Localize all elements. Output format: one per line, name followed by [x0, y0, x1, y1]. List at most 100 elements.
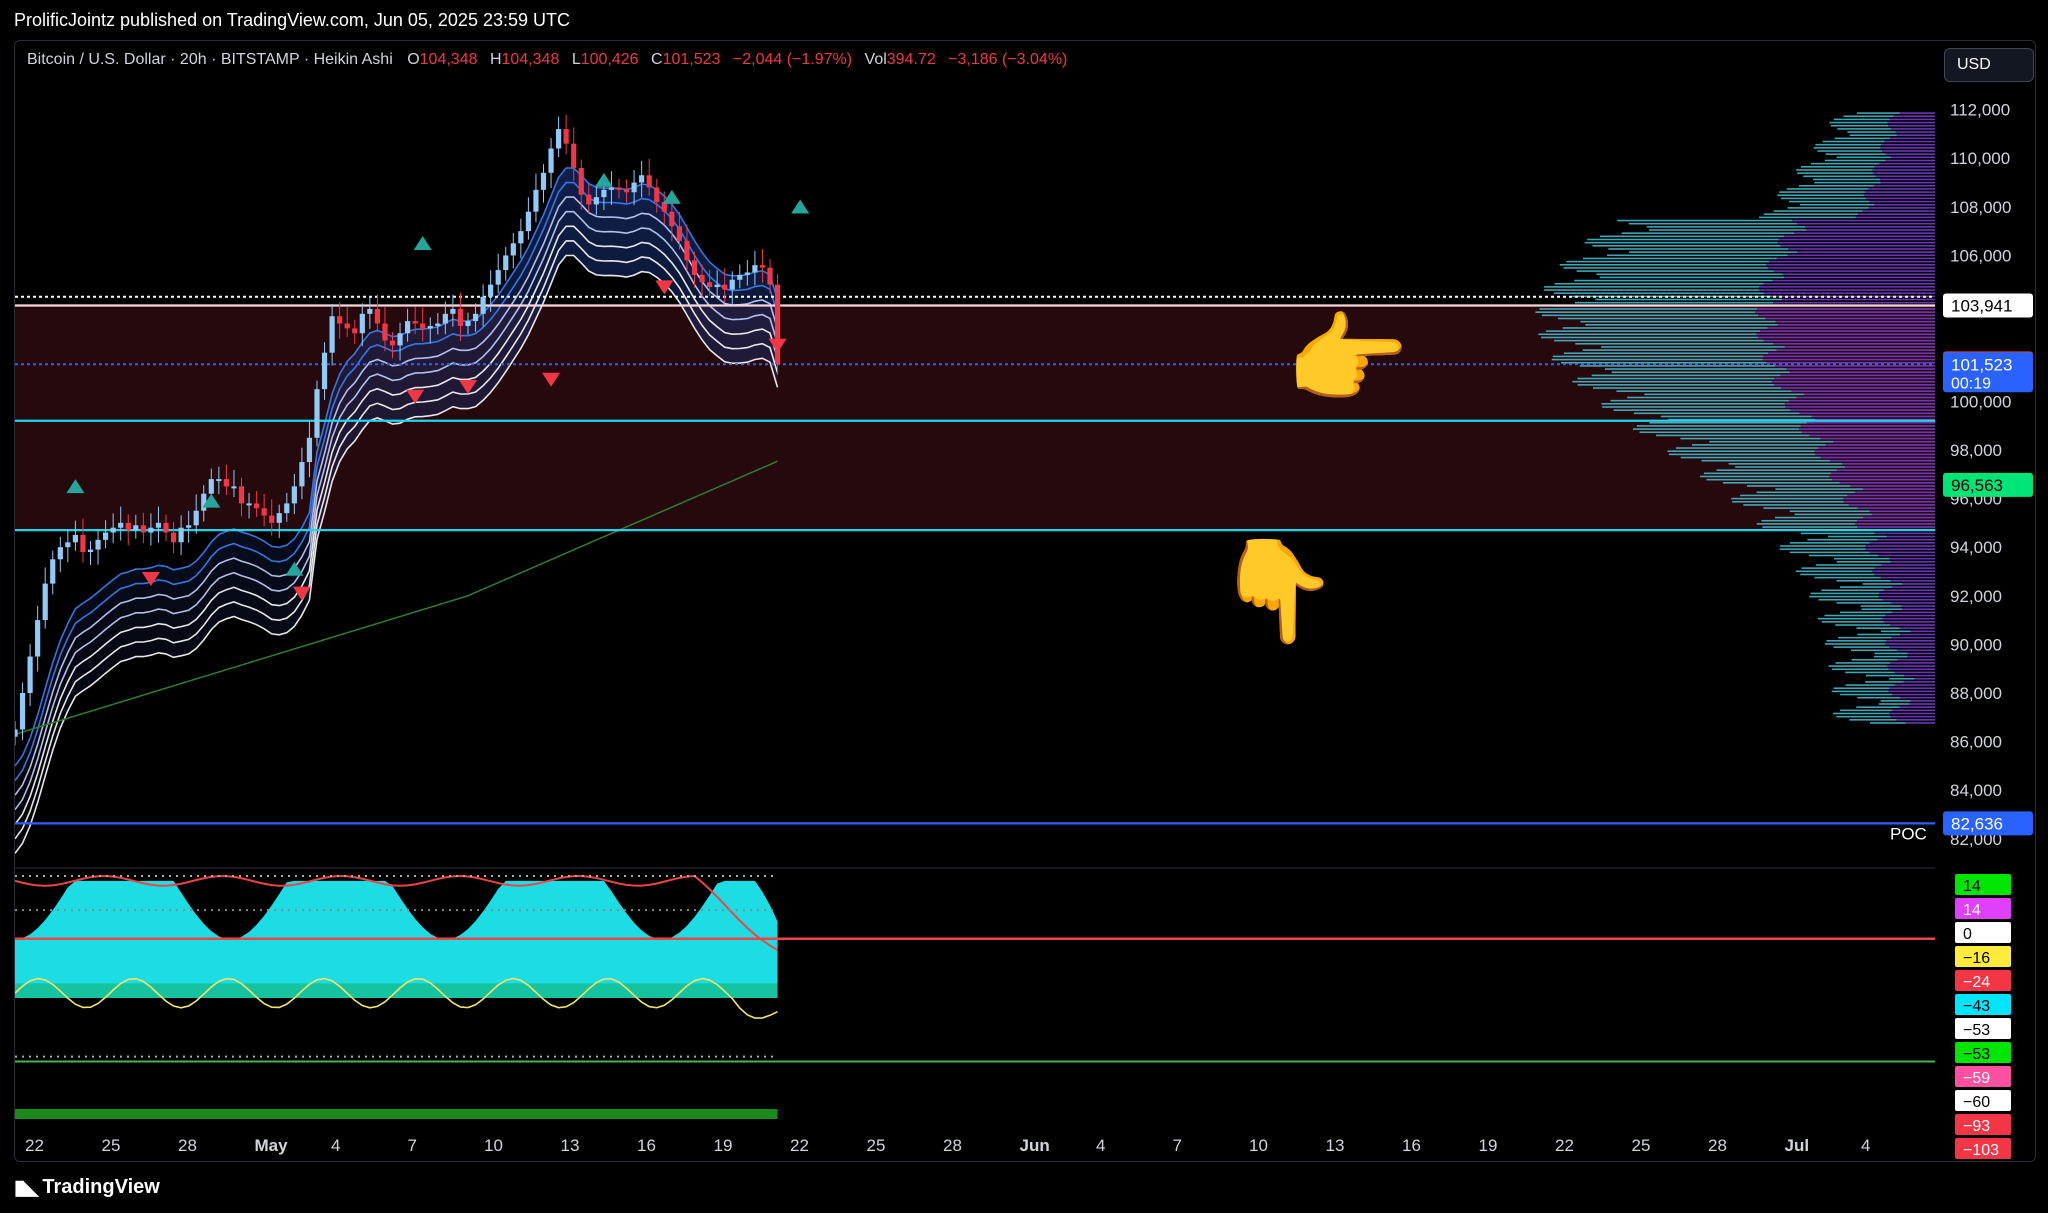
candle-body [148, 527, 154, 533]
candle-body [95, 539, 101, 550]
profile-bar-sell [1756, 523, 1855, 525]
y-tick-label: 88,000 [1950, 684, 2002, 703]
profile-bar-buy [1901, 605, 1935, 607]
profile-bar-buy [1899, 627, 1935, 629]
profile-bar-sell [1732, 500, 1844, 503]
profile-bar-sell [1816, 564, 1882, 566]
price-tag [1943, 293, 2033, 318]
profile-bar-sell [1880, 630, 1911, 633]
profile-bar-sell [1821, 589, 1884, 592]
profile-bar-sell [1775, 488, 1864, 490]
profile-bar-buy [1878, 595, 1935, 598]
profile-bar-sell [1613, 409, 1791, 411]
profile-bar-sell [1826, 640, 1887, 642]
profile-bar-buy [1797, 222, 1935, 225]
profile-bar-sell [1786, 188, 1869, 190]
candle-body [427, 325, 433, 329]
profile-bar-sell [1559, 263, 1767, 266]
profile-bar-buy [1805, 226, 1935, 228]
profile-bar-buy [1788, 399, 1935, 402]
price-tag [1943, 811, 2033, 836]
osc-value-label: −53 [1963, 1022, 1990, 1039]
high-value: 104,348 [501, 51, 560, 68]
profile-bar-buy [1872, 169, 1935, 171]
profile-bar-sell [1833, 712, 1890, 715]
profile-bar-buy [1889, 687, 1935, 690]
tradingview-logo[interactable]: ▮◣ TradingView [14, 1175, 160, 1200]
x-tick-label: 10 [1249, 1136, 1268, 1155]
profile-bar-buy [1809, 434, 1935, 437]
change-value: −2,044 (−1.97%) [732, 51, 853, 68]
candle-body [163, 522, 169, 533]
profile-bar-sell [1608, 248, 1788, 250]
profile-bar-sell [1801, 567, 1875, 569]
chart-frame[interactable]: 112,000 110,000 108,000 106,000 100,000 98,00… [14, 40, 2036, 1162]
profile-bar-sell [1808, 554, 1879, 557]
profile-bar-buy [1886, 640, 1935, 642]
x-tick-label: 4 [1096, 1136, 1105, 1155]
candle-body [140, 525, 146, 533]
price-chart[interactable]: 112,000 110,000 108,000 106,000 100,000 98,00… [15, 41, 2035, 1161]
profile-bar-buy [1818, 447, 1935, 449]
profile-bar-sell [1856, 627, 1900, 629]
profile-bar-buy [1864, 194, 1935, 197]
osc-value-label: 14 [1963, 878, 1981, 895]
osc-value-tag [1955, 1018, 2011, 1039]
profile-bar-buy [1773, 342, 1935, 345]
profile-bar-buy [1759, 289, 1935, 291]
candle-body [480, 296, 486, 314]
candle-body [699, 274, 705, 283]
profile-bar-buy [1890, 156, 1935, 159]
profile-bar-buy [1784, 276, 1935, 279]
profile-bar-sell [1828, 535, 1887, 538]
profile-bar-buy [1882, 617, 1935, 620]
profile-bar-sell [1833, 118, 1890, 121]
profile-bar-sell [1787, 207, 1869, 209]
profile-bar-buy [1759, 286, 1935, 288]
candle-body [65, 542, 71, 548]
candle-body [540, 172, 547, 190]
currency-button[interactable]: USD [1944, 48, 2034, 82]
y-tick-label: 94,000 [1950, 538, 2002, 557]
profile-bar-sell [1831, 668, 1889, 671]
profile-bar-sell [1600, 235, 1785, 238]
profile-bar-sell [1582, 257, 1777, 260]
price-tag-label: 103,941 [1951, 297, 2012, 316]
profile-bar-sell [1789, 510, 1870, 513]
profile-bar-sell [1836, 561, 1891, 563]
profile-bar-sell [1629, 251, 1798, 253]
x-axis: 22 25 28 May 4 7 10 13 16 19 22 25 28 Jun 4 7 10 13 16 19 22… [25, 1136, 1870, 1155]
profile-bar-sell [1799, 203, 1875, 206]
osc-value-label: −103 [1963, 1142, 1999, 1159]
profile-bar-sell [1538, 333, 1757, 336]
profile-bar-buy [1790, 409, 1935, 411]
oscillator-pane: 14 14 0 −16 −24 −43 −53 −53 −59 −60 −93 −103 [15, 874, 2011, 1159]
profile-bar-buy [1909, 703, 1935, 705]
profile-bar-buy [1758, 314, 1935, 317]
profile-bar-buy [1780, 374, 1935, 377]
profile-bar-sell [1799, 184, 1874, 187]
profile-bar-buy [1869, 510, 1935, 513]
candle-body [752, 265, 758, 273]
profile-bar-buy [1899, 706, 1935, 708]
publisher-caption: ProlificJointz published on TradingView.… [14, 10, 570, 30]
x-tick-label: 19 [714, 1136, 733, 1155]
candle-body [533, 189, 539, 212]
candle-body [488, 284, 494, 297]
low-value: 100,426 [580, 51, 639, 68]
profile-bar-buy [1897, 649, 1935, 652]
candle-body [27, 656, 33, 693]
profile-bar-sell [1835, 662, 1891, 664]
profile-bar-sell [1599, 276, 1785, 279]
profile-bar-buy [1836, 469, 1935, 471]
profile-bar-sell [1795, 570, 1873, 573]
profile-bar-sell [1800, 166, 1875, 168]
profile-bar-sell [1563, 352, 1769, 355]
profile-bar-buy [1874, 532, 1935, 535]
candle-body [50, 559, 56, 584]
profile-bar-sell [1860, 605, 1902, 607]
candle-body [306, 437, 313, 463]
profile-bar-sell [1628, 222, 1798, 225]
profile-bar-sell [1845, 684, 1895, 686]
profile-bar-sell [1561, 361, 1767, 364]
